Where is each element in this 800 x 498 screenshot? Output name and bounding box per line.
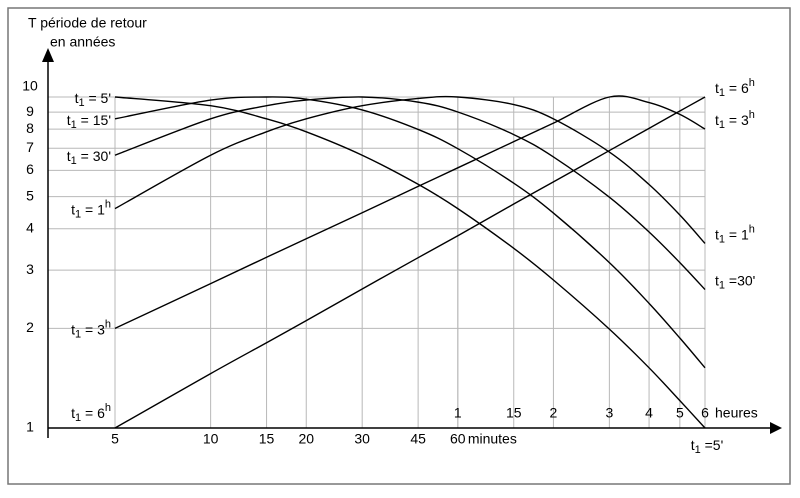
y-tick-label: 8 — [26, 120, 34, 136]
label-part: 1 — [719, 119, 725, 131]
label-part: =30' — [725, 272, 755, 288]
label-part: = 6 — [725, 80, 749, 96]
series-label: t1 = 6h — [71, 402, 111, 424]
x-tick-label: 45 — [410, 431, 426, 447]
label-part: h — [105, 402, 111, 414]
label-part: 1 — [719, 87, 725, 99]
label-part: h — [749, 109, 755, 121]
series-line — [114, 96, 706, 369]
label-part: t — [71, 405, 75, 421]
grid — [48, 96, 706, 429]
label-part: 1 — [695, 444, 701, 456]
series-label: t1 = 3h — [715, 109, 755, 131]
series-label: t1 = 30' — [67, 148, 111, 167]
label-part: t — [715, 226, 719, 242]
label-part: h — [749, 223, 755, 235]
label-part: 1 — [75, 328, 81, 340]
label-part: t — [71, 201, 75, 217]
series-line — [114, 95, 706, 244]
label-part: = 3 — [81, 321, 105, 337]
series-label: t1 = 1h — [715, 223, 755, 245]
series-label: t1 = 15' — [67, 112, 111, 131]
y-tick-label: 5 — [26, 187, 34, 203]
label-part: = 6 — [81, 405, 105, 421]
label-part: = 30' — [77, 148, 111, 164]
y-axis-title: T période de retour — [28, 15, 147, 31]
y-tick-label: 7 — [26, 139, 34, 155]
series-label: t1 =30' — [715, 272, 755, 291]
label-part: h — [105, 318, 111, 330]
y-tick-label: 4 — [26, 219, 34, 235]
y-axis-arrow — [42, 48, 54, 62]
label-part: 1 — [75, 412, 81, 424]
x-tick-label-hours: 6 — [701, 405, 709, 421]
y-tick-label: 10 — [22, 78, 38, 94]
label-part: = 1 — [81, 201, 105, 217]
x-tick-label: 20 — [298, 431, 314, 447]
label-part: 1 — [719, 279, 725, 291]
y-tick-label: 3 — [26, 261, 34, 277]
x-tick-label: 60 — [450, 431, 466, 447]
x-tick-label-hours: 3 — [605, 405, 613, 421]
label-part: t — [67, 112, 71, 128]
label-part: = 5' — [85, 90, 111, 106]
label-part: t — [67, 148, 71, 164]
label-part: = 3 — [725, 112, 749, 128]
series-line — [114, 96, 706, 429]
label-part: 1 — [719, 233, 725, 245]
x-axis-title-hours: heures — [715, 405, 758, 421]
x-tick-label: 10 — [203, 431, 219, 447]
series-label: t1 = 3h — [71, 318, 111, 340]
x-axis-title: minutes — [468, 431, 517, 447]
y-tick-label: 6 — [26, 161, 34, 177]
label-part: 1 — [71, 155, 77, 167]
label-part: 1 — [78, 97, 84, 109]
label-part: t — [691, 437, 695, 453]
x-tick-label-hours: 2 — [550, 405, 558, 421]
label-part: h — [749, 77, 755, 89]
x-tick-label-hours: 1 — [454, 405, 462, 421]
label-part: t — [715, 272, 719, 288]
x-tick-label-hours: 4 — [645, 405, 653, 421]
x-axis-arrow — [770, 422, 782, 434]
label-part: 1 — [71, 119, 77, 131]
series-line — [114, 96, 706, 429]
label-part: t — [715, 80, 719, 96]
label-part: 1 — [75, 209, 81, 221]
label-part: t — [75, 90, 79, 106]
series-label: t1 = 5' — [75, 90, 111, 109]
y-axis-title: en années — [50, 34, 115, 50]
plot: t1 = 5't1 =5't1 = 15't1 = 30't1 =30't1 =… — [67, 77, 756, 456]
series-label: t1 =5' — [691, 437, 724, 456]
label-part: = 15' — [77, 112, 111, 128]
y-tick-label: 9 — [26, 103, 34, 119]
x-tick-label: 30 — [354, 431, 370, 447]
series-line — [114, 95, 706, 329]
label-part: h — [105, 199, 111, 211]
label-part: t — [71, 321, 75, 337]
label-part: =5' — [701, 437, 724, 453]
series-line — [114, 96, 706, 291]
x-tick-label-hours: 5 — [676, 405, 684, 421]
x-tick-label-hours: 15 — [506, 405, 522, 421]
label-part: = 1 — [725, 226, 749, 242]
label-part: t — [715, 112, 719, 128]
series-label: t1 = 6h — [715, 77, 755, 99]
x-tick-label: 5 — [111, 431, 119, 447]
series-label: t1 = 1h — [71, 199, 111, 221]
x-tick-label: 15 — [259, 431, 275, 447]
frame — [7, 7, 791, 485]
y-tick-label: 1 — [26, 419, 34, 435]
y-tick-label: 2 — [26, 319, 34, 335]
